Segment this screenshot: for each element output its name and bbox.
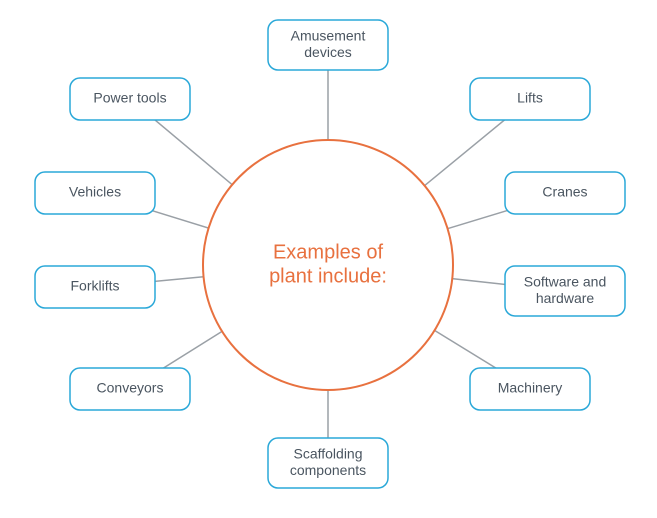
node-label: Power tools — [93, 90, 166, 106]
node-amusement: Amusementdevices — [268, 20, 388, 70]
node-vehicles: Vehicles — [35, 172, 155, 214]
node-label: devices — [304, 44, 351, 60]
center-title-line: plant include: — [269, 265, 387, 287]
node-label: Software and — [524, 274, 607, 290]
node-label: Scaffolding — [293, 446, 362, 462]
node-software: Software andhardware — [505, 266, 625, 316]
center-title-line: Examples of — [273, 241, 383, 263]
center-node: Examples ofplant include: — [203, 140, 453, 390]
node-label: Amusement — [291, 28, 366, 44]
node-powertools: Power tools — [70, 78, 190, 120]
node-cranes: Cranes — [505, 172, 625, 214]
node-scaffolding: Scaffoldingcomponents — [268, 438, 388, 488]
node-label: Cranes — [542, 184, 587, 200]
node-label: Vehicles — [69, 184, 121, 200]
node-label: hardware — [536, 290, 595, 306]
node-label: components — [290, 462, 366, 478]
node-machinery: Machinery — [470, 368, 590, 410]
radial-diagram: Examples ofplant include: Amusementdevic… — [0, 0, 657, 518]
node-label: Forklifts — [71, 278, 120, 294]
node-label: Lifts — [517, 90, 543, 106]
node-conveyors: Conveyors — [70, 368, 190, 410]
node-label: Machinery — [498, 380, 563, 396]
node-lifts: Lifts — [470, 78, 590, 120]
node-forklifts: Forklifts — [35, 266, 155, 308]
node-label: Conveyors — [97, 380, 164, 396]
